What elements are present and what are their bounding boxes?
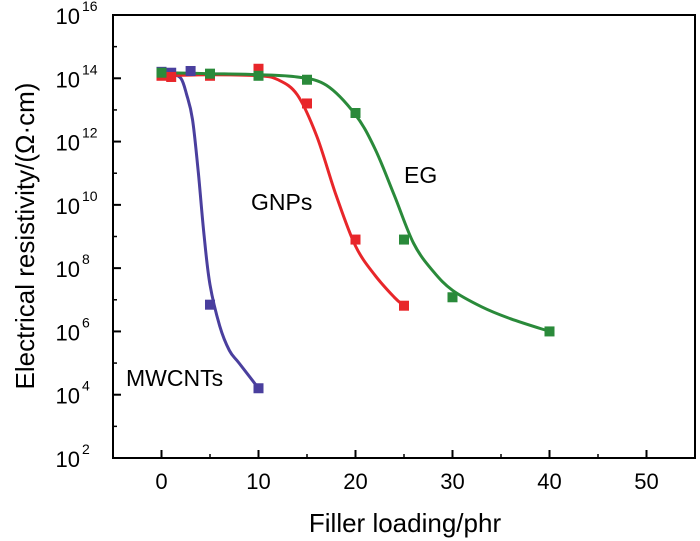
series-labels: MWCNTs GNPs EG (126, 162, 437, 391)
y-tick-label: 10 2 (56, 441, 90, 472)
data-point-eg (447, 292, 458, 303)
fit-curve-mwcnts (160, 71, 260, 390)
data-markers (156, 63, 555, 394)
data-point-eg (205, 68, 215, 79)
data-point-gnps (166, 71, 177, 82)
x-tick-label: 10 (246, 469, 270, 494)
svg-text:10: 10 (56, 4, 80, 29)
x-tick-label: 30 (440, 469, 464, 494)
data-point-gnps (302, 98, 312, 109)
svg-text:10: 10 (56, 194, 80, 219)
svg-text:6: 6 (82, 314, 90, 330)
series-label-gnps: GNPs (251, 189, 312, 215)
y-tick-label: 10 16 (56, 0, 98, 29)
y-tick-label: 10 8 (56, 251, 90, 282)
svg-text:10: 10 (56, 67, 80, 92)
y-axis-title: Electrical resistivity/(Ω·cm) (10, 83, 40, 390)
fit-curves (160, 71, 551, 390)
y-tick-label: 10 10 (56, 188, 98, 219)
x-axis-title: Filler loading/phr (309, 508, 502, 538)
svg-text:10: 10 (56, 131, 80, 156)
x-tick-label: 0 (155, 469, 167, 494)
x-tick-label: 20 (343, 469, 367, 494)
svg-text:2: 2 (82, 441, 90, 457)
data-point-mwcnts (185, 65, 196, 76)
y-tick-label: 10 6 (56, 314, 90, 345)
series-label-eg: EG (404, 162, 437, 188)
x-tick-label: 50 (634, 469, 658, 494)
svg-text:4: 4 (82, 378, 90, 394)
data-point-eg (350, 107, 361, 118)
svg-text:16: 16 (82, 0, 98, 14)
y-tick-label: 10 4 (56, 378, 90, 409)
svg-text:10: 10 (56, 447, 80, 472)
data-point-eg (544, 326, 555, 337)
svg-text:10: 10 (56, 257, 80, 282)
y-tick-label: 10 14 (56, 61, 98, 92)
series-label-mwcnts: MWCNTs (126, 365, 223, 391)
x-tick-label: 40 (537, 469, 561, 494)
svg-text:8: 8 (82, 251, 90, 267)
data-point-gnps (253, 63, 264, 74)
svg-text:12: 12 (82, 125, 98, 141)
data-point-gnps (399, 300, 409, 311)
data-point-gnps (350, 234, 361, 245)
data-point-mwcnts (253, 383, 264, 394)
svg-text:10: 10 (82, 188, 98, 204)
data-point-mwcnts (205, 299, 215, 310)
data-point-eg (253, 70, 264, 81)
data-point-eg (302, 74, 312, 85)
svg-text:14: 14 (82, 61, 98, 77)
svg-text:10: 10 (56, 320, 80, 345)
data-point-eg (399, 234, 409, 245)
svg-text:10: 10 (56, 384, 80, 409)
data-point-eg (156, 67, 167, 78)
y-tick-label: 10 12 (56, 125, 98, 156)
